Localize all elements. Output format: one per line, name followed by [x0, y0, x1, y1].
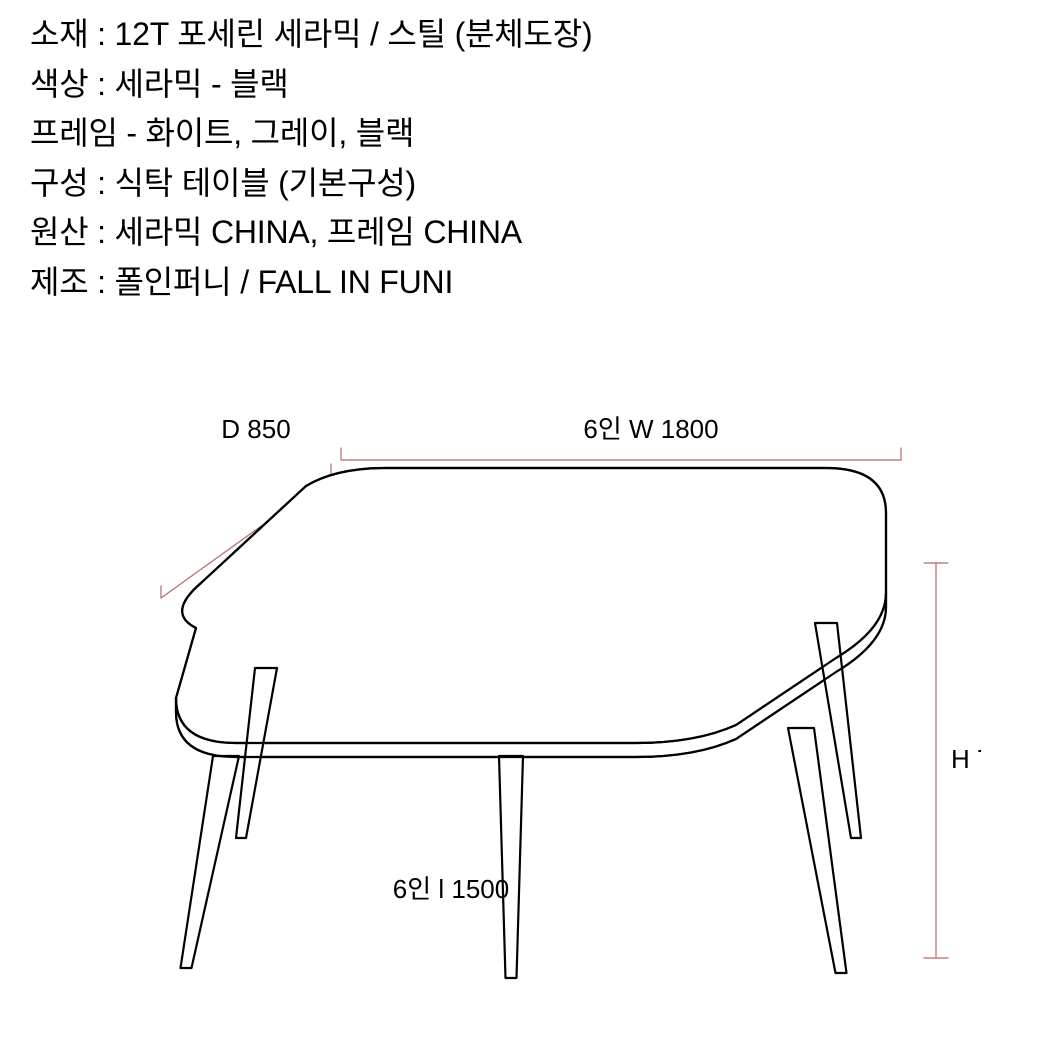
spec-composition: 구성 : 식탁 테이블 (기본구성) — [30, 159, 1032, 209]
label-leg-span: 6인 l 1500 — [393, 874, 509, 904]
spec-block: 소재 : 12T 포세린 세라믹 / 스틸 (분체도장) 색상 : 세라믹 - … — [0, 0, 1062, 308]
spec-manufacturer: 제조 : 폴인퍼니 / FALL IN FUNI — [30, 258, 1032, 308]
table-outline — [176, 468, 886, 978]
label-width: 6인 W 1800 — [583, 414, 718, 444]
label-depth: D 850 — [221, 414, 290, 444]
table-diagram: D 850 6인 W 1800 H 720 6인 l 1500 — [0, 368, 1062, 988]
table-svg: D 850 6인 W 1800 H 720 6인 l 1500 — [81, 368, 981, 988]
label-height: H 720 — [951, 744, 981, 774]
spec-origin: 원산 : 세라믹 CHINA, 프레임 CHINA — [30, 208, 1032, 258]
spec-material: 소재 : 12T 포세린 세라믹 / 스틸 (분체도장) — [30, 10, 1032, 60]
spec-color: 색상 : 세라믹 - 블랙 — [30, 60, 1032, 110]
spec-frame: 프레임 - 화이트, 그레이, 블랙 — [30, 109, 1032, 159]
